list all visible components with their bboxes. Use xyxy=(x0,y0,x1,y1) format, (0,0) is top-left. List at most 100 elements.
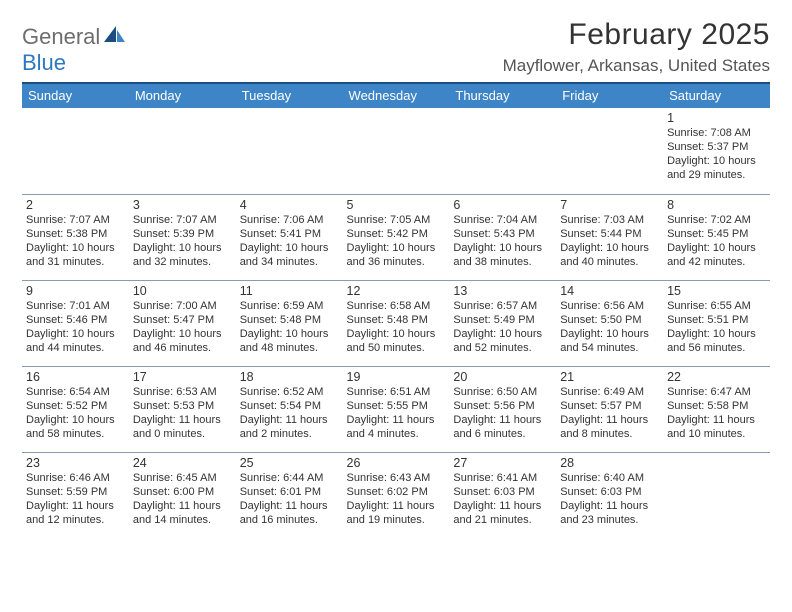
daylight-line-2: and 14 minutes. xyxy=(133,513,232,527)
sunset-line: Sunset: 5:38 PM xyxy=(26,227,125,241)
weekday-sunday: Sunday xyxy=(22,84,129,108)
page-title: February 2025 xyxy=(503,18,770,52)
daylight-line-2: and 31 minutes. xyxy=(26,255,125,269)
sunset-line: Sunset: 5:54 PM xyxy=(240,399,339,413)
daylight-line-1: Daylight: 11 hours xyxy=(133,413,232,427)
daylight-line-1: Daylight: 11 hours xyxy=(453,499,552,513)
daylight-line-1: Daylight: 10 hours xyxy=(453,327,552,341)
daylight-line-1: Daylight: 11 hours xyxy=(133,499,232,513)
sunset-line: Sunset: 5:57 PM xyxy=(560,399,659,413)
day-cell: 3Sunrise: 7:07 AMSunset: 5:39 PMDaylight… xyxy=(129,194,236,280)
day-number: 10 xyxy=(133,284,232,298)
sunrise-line: Sunrise: 6:52 AM xyxy=(240,385,339,399)
daylight-line-2: and 50 minutes. xyxy=(347,341,446,355)
header: General Blue February 2025 Mayflower, Ar… xyxy=(22,18,770,76)
weekday-saturday: Saturday xyxy=(663,84,770,108)
daylight-line-1: Daylight: 10 hours xyxy=(667,154,766,168)
day-cell: 6Sunrise: 7:04 AMSunset: 5:43 PMDaylight… xyxy=(449,194,556,280)
day-number: 7 xyxy=(560,198,659,212)
daylight-line-2: and 56 minutes. xyxy=(667,341,766,355)
sunrise-line: Sunrise: 6:50 AM xyxy=(453,385,552,399)
day-number: 22 xyxy=(667,370,766,384)
day-cell: 20Sunrise: 6:50 AMSunset: 5:56 PMDayligh… xyxy=(449,366,556,452)
daylight-line-2: and 46 minutes. xyxy=(133,341,232,355)
day-cell: 22Sunrise: 6:47 AMSunset: 5:58 PMDayligh… xyxy=(663,366,770,452)
weekday-thursday: Thursday xyxy=(449,84,556,108)
daylight-line-1: Daylight: 10 hours xyxy=(347,327,446,341)
sunrise-line: Sunrise: 7:02 AM xyxy=(667,213,766,227)
sunrise-line: Sunrise: 6:55 AM xyxy=(667,299,766,313)
daylight-line-2: and 36 minutes. xyxy=(347,255,446,269)
daylight-line-2: and 6 minutes. xyxy=(453,427,552,441)
day-number: 4 xyxy=(240,198,339,212)
daylight-line-1: Daylight: 11 hours xyxy=(240,413,339,427)
daylight-line-1: Daylight: 11 hours xyxy=(667,413,766,427)
daylight-line-2: and 21 minutes. xyxy=(453,513,552,527)
day-cell: 26Sunrise: 6:43 AMSunset: 6:02 PMDayligh… xyxy=(343,452,450,538)
day-number: 24 xyxy=(133,456,232,470)
day-cell: 19Sunrise: 6:51 AMSunset: 5:55 PMDayligh… xyxy=(343,366,450,452)
day-cell: 1Sunrise: 7:08 AMSunset: 5:37 PMDaylight… xyxy=(663,108,770,194)
day-number: 8 xyxy=(667,198,766,212)
sunrise-line: Sunrise: 6:44 AM xyxy=(240,471,339,485)
daylight-line-2: and 19 minutes. xyxy=(347,513,446,527)
daylight-line-1: Daylight: 11 hours xyxy=(560,499,659,513)
sunrise-line: Sunrise: 6:57 AM xyxy=(453,299,552,313)
day-cell: 5Sunrise: 7:05 AMSunset: 5:42 PMDaylight… xyxy=(343,194,450,280)
sunrise-line: Sunrise: 7:05 AM xyxy=(347,213,446,227)
sunrise-line: Sunrise: 7:00 AM xyxy=(133,299,232,313)
day-number: 19 xyxy=(347,370,446,384)
sunset-line: Sunset: 5:55 PM xyxy=(347,399,446,413)
sunrise-line: Sunrise: 7:04 AM xyxy=(453,213,552,227)
sunset-line: Sunset: 6:02 PM xyxy=(347,485,446,499)
sunrise-line: Sunrise: 6:49 AM xyxy=(560,385,659,399)
day-number: 2 xyxy=(26,198,125,212)
day-cell: 24Sunrise: 6:45 AMSunset: 6:00 PMDayligh… xyxy=(129,452,236,538)
day-number: 28 xyxy=(560,456,659,470)
sunrise-line: Sunrise: 6:53 AM xyxy=(133,385,232,399)
day-number: 13 xyxy=(453,284,552,298)
daylight-line-2: and 42 minutes. xyxy=(667,255,766,269)
sunrise-line: Sunrise: 7:01 AM xyxy=(26,299,125,313)
day-cell: 18Sunrise: 6:52 AMSunset: 5:54 PMDayligh… xyxy=(236,366,343,452)
week-row: 1Sunrise: 7:08 AMSunset: 5:37 PMDaylight… xyxy=(22,108,770,194)
day-cell: 8Sunrise: 7:02 AMSunset: 5:45 PMDaylight… xyxy=(663,194,770,280)
daylight-line-2: and 12 minutes. xyxy=(26,513,125,527)
sunset-line: Sunset: 5:58 PM xyxy=(667,399,766,413)
sunset-line: Sunset: 6:01 PM xyxy=(240,485,339,499)
sunset-line: Sunset: 5:53 PM xyxy=(133,399,232,413)
day-number: 23 xyxy=(26,456,125,470)
daylight-line-2: and 8 minutes. xyxy=(560,427,659,441)
daylight-line-1: Daylight: 10 hours xyxy=(453,241,552,255)
daylight-line-2: and 16 minutes. xyxy=(240,513,339,527)
sunrise-line: Sunrise: 6:59 AM xyxy=(240,299,339,313)
daylight-line-1: Daylight: 10 hours xyxy=(240,241,339,255)
daylight-line-2: and 4 minutes. xyxy=(347,427,446,441)
day-number: 18 xyxy=(240,370,339,384)
sunset-line: Sunset: 5:56 PM xyxy=(453,399,552,413)
sunrise-line: Sunrise: 7:06 AM xyxy=(240,213,339,227)
sunset-line: Sunset: 5:59 PM xyxy=(26,485,125,499)
sunset-line: Sunset: 5:51 PM xyxy=(667,313,766,327)
day-number: 21 xyxy=(560,370,659,384)
week-row: 9Sunrise: 7:01 AMSunset: 5:46 PMDaylight… xyxy=(22,280,770,366)
daylight-line-1: Daylight: 10 hours xyxy=(26,241,125,255)
day-cell xyxy=(22,108,129,194)
day-number: 9 xyxy=(26,284,125,298)
day-cell xyxy=(556,108,663,194)
sunset-line: Sunset: 5:37 PM xyxy=(667,140,766,154)
weekday-wednesday: Wednesday xyxy=(343,84,450,108)
daylight-line-2: and 0 minutes. xyxy=(133,427,232,441)
calendar-table: SundayMondayTuesdayWednesdayThursdayFrid… xyxy=(22,84,770,538)
day-cell: 4Sunrise: 7:06 AMSunset: 5:41 PMDaylight… xyxy=(236,194,343,280)
daylight-line-2: and 58 minutes. xyxy=(26,427,125,441)
day-cell: 13Sunrise: 6:57 AMSunset: 5:49 PMDayligh… xyxy=(449,280,556,366)
sunrise-line: Sunrise: 6:45 AM xyxy=(133,471,232,485)
sunset-line: Sunset: 6:00 PM xyxy=(133,485,232,499)
sunrise-line: Sunrise: 7:07 AM xyxy=(133,213,232,227)
sunset-line: Sunset: 5:39 PM xyxy=(133,227,232,241)
daylight-line-1: Daylight: 10 hours xyxy=(133,327,232,341)
calendar-body: 1Sunrise: 7:08 AMSunset: 5:37 PMDaylight… xyxy=(22,108,770,538)
day-number: 1 xyxy=(667,111,766,125)
day-cell: 16Sunrise: 6:54 AMSunset: 5:52 PMDayligh… xyxy=(22,366,129,452)
